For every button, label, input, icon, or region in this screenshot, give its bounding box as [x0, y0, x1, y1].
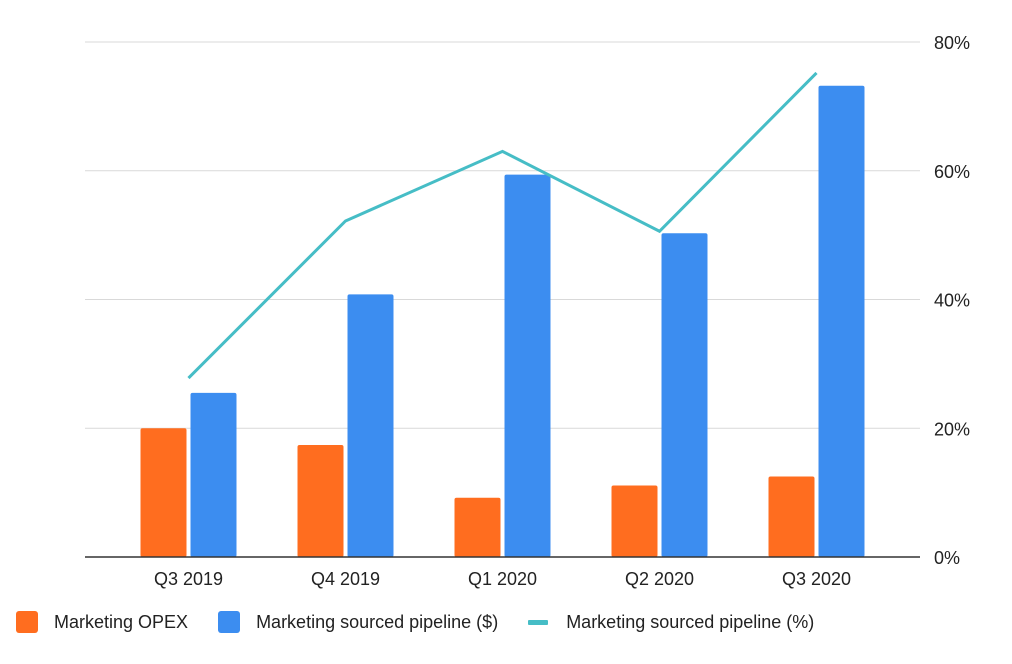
gridlines	[85, 41, 920, 429]
bar-opex	[611, 485, 658, 557]
legend: Marketing OPEX Marketing sourced pipelin…	[0, 604, 828, 640]
legend-swatch-pipeline-dollars	[218, 611, 241, 633]
bar-pipeline-dollars	[504, 174, 551, 558]
x-tick-label: Q3 2020	[782, 569, 851, 589]
y-tick-label: 40%	[934, 291, 970, 311]
legend-item-pipeline-dollars: Marketing sourced pipeline ($)	[218, 611, 498, 633]
legend-label-pipeline-dollars: Marketing sourced pipeline ($)	[256, 611, 499, 632]
y-tick-label: 0%	[934, 548, 960, 568]
legend-label-pipeline-percent: Marketing sourced pipeline (%)	[566, 611, 815, 632]
legend-swatch-opex	[16, 611, 38, 633]
legend-label-opex: Marketing OPEX	[54, 611, 189, 632]
legend-item-opex: Marketing OPEX	[16, 611, 188, 633]
x-tick-label: Q3 2019	[154, 569, 223, 589]
bar-pipeline-dollars	[661, 233, 708, 557]
bar-opex	[140, 428, 187, 557]
x-tick-label: Q4 2019	[311, 569, 380, 589]
axes: 0% 20% 40% 60% 80% Q3 2019 Q4 2019 Q1 2020 Q2 20…	[85, 33, 970, 589]
line-pipeline-percent	[187, 71, 818, 380]
legend-swatch-pipeline-percent	[528, 619, 549, 625]
bar-pipeline-dollars	[818, 85, 865, 558]
bars	[140, 85, 865, 558]
y-tick-label: 80%	[934, 33, 970, 53]
bar-pipeline-dollars	[190, 392, 237, 557]
bar-opex	[454, 497, 501, 557]
y-tick-label: 60%	[934, 162, 970, 182]
x-tick-label: Q1 2020	[468, 569, 537, 589]
bar-pipeline-dollars	[347, 294, 394, 557]
y-tick-label: 20%	[934, 419, 970, 439]
bar-opex	[768, 476, 815, 557]
x-tick-label: Q2 2020	[625, 569, 694, 589]
bar-opex	[297, 444, 344, 557]
legend-item-pipeline-percent: Marketing sourced pipeline (%)	[528, 612, 814, 633]
line-series	[187, 71, 818, 380]
